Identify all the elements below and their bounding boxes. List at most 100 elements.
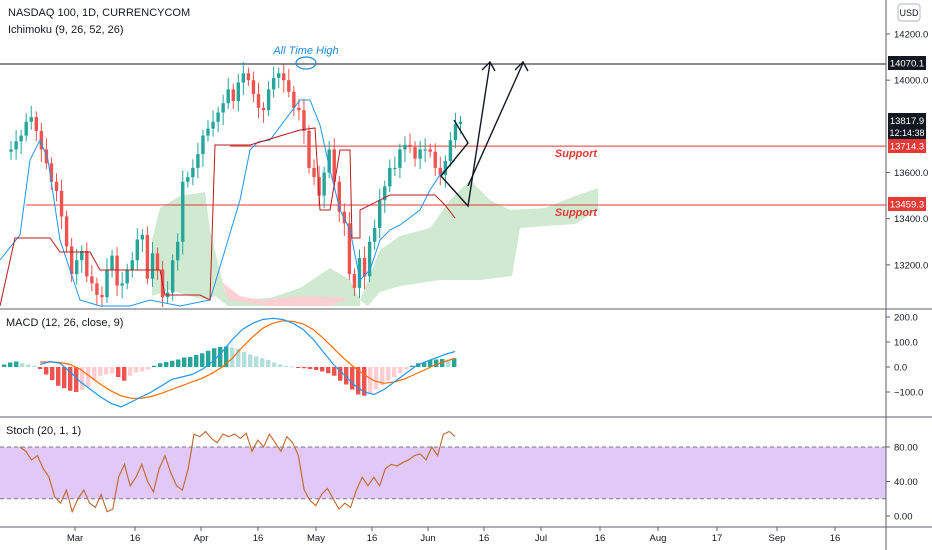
macd-histogram-bar <box>392 367 397 377</box>
x-tick-label: 16 <box>367 533 378 544</box>
candle-body <box>95 283 99 295</box>
macd-histogram-bar <box>320 367 325 372</box>
macd-histogram-bar <box>176 359 181 367</box>
macd-histogram-bar <box>236 349 241 367</box>
macd-histogram-bar <box>404 367 409 370</box>
x-tick-label: Apr <box>194 533 209 544</box>
projection-arrows <box>440 60 529 208</box>
candle-body <box>307 130 311 168</box>
stoch-pane[interactable] <box>0 430 886 514</box>
candle-body <box>443 160 448 175</box>
candle-body <box>120 283 124 286</box>
ath-price-badge: 14070.1 <box>888 56 926 70</box>
macd-histogram-bar <box>344 367 349 385</box>
y-tick-label: 14200.0 <box>894 30 928 41</box>
candle-body <box>176 241 180 261</box>
macd-histogram-bar <box>410 365 415 367</box>
macd-histogram-bar <box>122 367 127 381</box>
macd-histogram-bar <box>356 367 361 395</box>
candle-body <box>125 269 129 284</box>
macd-y-tick-label: 100.0 <box>894 338 918 349</box>
macd-histogram-bar <box>212 348 217 367</box>
candle-body <box>196 154 200 168</box>
macd-histogram-bar <box>110 367 115 374</box>
macd-histogram-bar <box>314 367 319 370</box>
candle-body <box>105 269 109 298</box>
macd-histogram-bar <box>104 367 109 375</box>
macd-histogram-bar <box>8 362 13 367</box>
candle-body <box>458 121 463 125</box>
macd-histogram-bar <box>92 367 97 381</box>
stoch-y-tick-label: 80.00 <box>894 443 918 454</box>
macd-pane[interactable] <box>2 317 457 408</box>
candle-body <box>241 73 246 83</box>
candle-body <box>14 141 18 150</box>
candle-body <box>408 144 412 148</box>
ichimoku-lines <box>0 99 456 307</box>
candle-body <box>312 167 316 178</box>
macd-histogram-bar <box>266 360 271 367</box>
macd-histogram-bar <box>194 355 199 367</box>
candle-body <box>302 110 306 131</box>
candle-body <box>206 128 210 136</box>
macd-histogram-bar <box>374 367 379 390</box>
macd-histogram-bar <box>380 367 385 385</box>
macd-histogram-bar <box>446 359 451 367</box>
projection-path <box>467 62 524 187</box>
candle-body <box>256 94 261 108</box>
candle-body <box>322 172 326 196</box>
macd-histogram-bar <box>452 358 457 367</box>
macd-histogram-bar <box>362 367 367 396</box>
macd-histogram-bar <box>56 367 61 386</box>
price-pane[interactable] <box>0 56 886 307</box>
horizontal-levels <box>0 63 886 206</box>
candle-body <box>226 89 230 104</box>
candle-body <box>332 149 336 182</box>
macd-histogram-bar <box>254 356 259 367</box>
x-tick-label: 16 <box>830 533 841 544</box>
macd-histogram-bar <box>2 364 7 367</box>
kumo-bull-area <box>152 192 360 306</box>
support-lower-annotation: Support <box>555 207 598 219</box>
macd-histogram-bar <box>74 367 79 392</box>
support-upper-annotation: Support <box>555 148 598 160</box>
candle-body <box>287 80 291 92</box>
macd-histogram-bar <box>386 367 391 381</box>
candle-body <box>448 140 453 161</box>
macd-histogram-bar <box>14 361 19 367</box>
candle-body <box>211 121 215 129</box>
macd-histogram-bar <box>134 367 139 373</box>
candle-body <box>418 149 422 159</box>
candle-body <box>277 73 281 78</box>
support-lower-price: 13459.3 <box>890 200 924 211</box>
macd-histogram-bar <box>98 367 103 376</box>
macd-histogram-bar <box>308 367 313 369</box>
candle-body <box>135 239 139 261</box>
macd-histogram-bar <box>26 364 31 367</box>
macd-histogram-bar <box>128 367 133 376</box>
candle-body <box>246 73 251 81</box>
currency-button[interactable]: USD <box>897 3 921 22</box>
candle-body <box>438 167 442 175</box>
candle-body <box>115 255 119 286</box>
candle-body <box>59 190 64 217</box>
candle-body <box>383 186 387 201</box>
candle-body <box>398 149 402 168</box>
macd-histogram-bar <box>230 347 235 367</box>
macd-histogram-bar <box>152 365 157 367</box>
macd-histogram-bar <box>32 365 37 367</box>
candle-body <box>423 149 427 151</box>
candle-body <box>297 107 301 111</box>
candle-body <box>378 200 382 228</box>
x-tick-label: Sep <box>769 533 786 544</box>
macd-histogram-bar <box>20 363 25 367</box>
macd-histogram-bar <box>158 363 163 367</box>
candle-body <box>49 163 54 182</box>
current-price-text: 13817.9 <box>890 116 924 127</box>
candle-body <box>317 177 321 196</box>
candle-body <box>150 253 155 279</box>
candle-body <box>54 181 59 191</box>
symbol-label: NASDAQ 100, 1D, CURRENCYCOM <box>8 7 190 19</box>
macd-y-tick-label: −100.0 <box>894 388 923 399</box>
